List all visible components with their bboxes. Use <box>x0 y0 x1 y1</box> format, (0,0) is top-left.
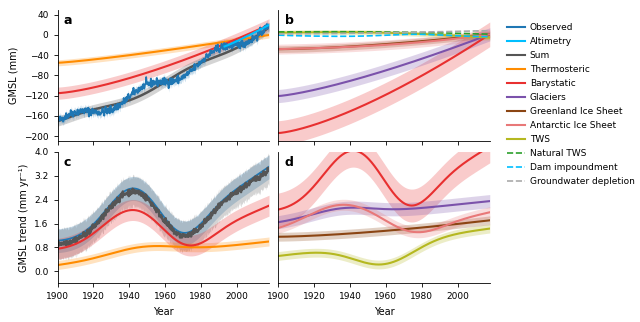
Text: b: b <box>285 14 294 27</box>
Text: a: a <box>64 14 72 27</box>
X-axis label: Year: Year <box>153 307 173 317</box>
Legend: Observed, Altimetry, Sum, Thermosteric, Barystatic, Glaciers, Greenland Ice Shee: Observed, Altimetry, Sum, Thermosteric, … <box>504 20 638 189</box>
Text: d: d <box>285 156 294 169</box>
Y-axis label: GMSL (mm): GMSL (mm) <box>8 47 19 104</box>
Y-axis label: GMSL trend (mm yr⁻¹): GMSL trend (mm yr⁻¹) <box>19 163 29 272</box>
Text: c: c <box>64 156 71 169</box>
X-axis label: Year: Year <box>374 307 394 317</box>
